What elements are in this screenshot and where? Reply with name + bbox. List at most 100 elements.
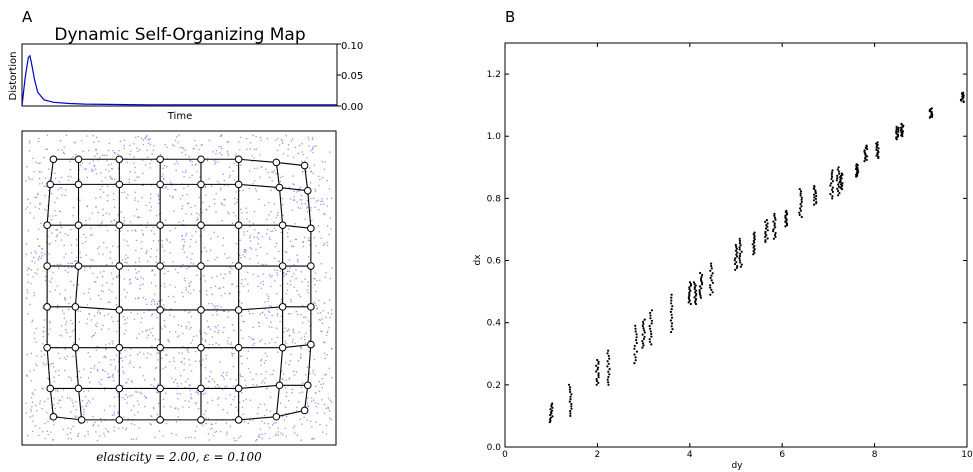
som-sample-point (37, 193, 39, 196)
som-sample-point (263, 204, 266, 206)
scatter-xtick-label: 8 (872, 450, 878, 460)
som-sample-point (221, 219, 223, 222)
som-sample-point (77, 416, 80, 418)
scatter-point (773, 222, 776, 225)
som-sample-point (283, 419, 286, 421)
scatter-point (688, 286, 691, 289)
som-sample-point (46, 134, 49, 136)
som-sample-point (88, 288, 90, 290)
som-sample-point (188, 176, 191, 179)
som-sample-point (179, 197, 182, 200)
som-sample-point (217, 305, 219, 307)
som-sample-point (142, 278, 144, 280)
som-sample-point (94, 155, 96, 158)
som-sample-point (257, 321, 260, 324)
som-sample-point (52, 438, 54, 441)
som-sample-point (29, 202, 31, 204)
som-sample-point (293, 183, 296, 186)
som-sample-point (181, 151, 183, 154)
som-sample-point (222, 375, 225, 378)
som-sample-point (113, 206, 116, 208)
som-sample-point (226, 257, 229, 259)
som-sample-point (314, 206, 316, 208)
som-sample-point (295, 277, 297, 280)
som-sample-point (280, 231, 282, 234)
som-sample-point (279, 284, 282, 287)
som-sample-point (183, 368, 185, 371)
som-node (46, 384, 55, 393)
som-node (272, 158, 281, 167)
som-sample-point (210, 371, 212, 373)
som-sample-point (234, 440, 236, 442)
scatter-point (897, 126, 900, 129)
som-sample-point (133, 366, 135, 369)
som-sample-point (196, 170, 198, 173)
som-edge (276, 409, 305, 418)
som-sample-point (145, 204, 147, 207)
som-sample-point (146, 303, 148, 306)
som-sample-point (262, 379, 264, 382)
som-node (234, 262, 243, 270)
som-sample-point (261, 311, 264, 313)
som-sample-point (191, 398, 193, 400)
scatter-xtick-label: 6 (779, 450, 785, 460)
som-sample-point (133, 438, 135, 440)
som-sample-point (268, 326, 271, 328)
scatter-point (831, 180, 835, 183)
som-sample-point (27, 198, 29, 201)
som-edge (282, 343, 311, 349)
som-sample-point (53, 423, 55, 426)
som-sample-point (101, 180, 103, 183)
som-sample-point (190, 213, 193, 215)
scatter-point (670, 299, 673, 302)
som-sample-point (194, 402, 197, 405)
som-node (115, 384, 124, 393)
som-sample-point (88, 218, 91, 220)
som-sample-point (205, 417, 207, 419)
som-sample-point (38, 255, 41, 258)
som-sample-point (185, 380, 187, 383)
som-sample-point (125, 393, 127, 396)
som-sample-point (117, 153, 119, 155)
som-sample-point (265, 233, 268, 235)
som-sample-point (157, 383, 159, 386)
scatter-ytick-label: 1.2 (487, 70, 501, 80)
som-sample-point (277, 137, 279, 140)
scatter-point (739, 261, 742, 264)
som-sample-point (264, 314, 266, 316)
som-sample-point (161, 239, 163, 242)
som-sample-point (67, 376, 70, 378)
scatter-point (634, 327, 637, 330)
som-sample-point (262, 283, 265, 285)
som-sample-point (330, 228, 332, 230)
som-sample-point (274, 139, 277, 141)
som-sample-point (276, 272, 278, 274)
som-sample-point (154, 436, 156, 439)
som-sample-point (138, 427, 140, 429)
som-sample-point (326, 179, 328, 182)
som-sample-point (247, 422, 250, 425)
som-sample-point (284, 427, 287, 430)
som-sample-point (215, 210, 217, 213)
som-sample-point (71, 322, 74, 325)
som-sample-point (90, 335, 93, 338)
scatter-point (897, 130, 900, 133)
som-sample-point (183, 363, 185, 365)
som-sample-point (43, 353, 46, 356)
som-sample-point (214, 203, 216, 205)
som-sample-point (297, 206, 300, 209)
som-sample-point (88, 381, 91, 384)
som-sample-point (64, 232, 67, 235)
som-sample-point (163, 178, 165, 181)
som-sample-point (304, 342, 307, 344)
som-sample-point (288, 335, 290, 337)
som-sample-point (289, 353, 292, 356)
scatter-point (773, 212, 776, 215)
som-sample-point (33, 256, 35, 259)
som-sample-point (151, 345, 153, 347)
som-sample-point (239, 239, 241, 242)
som-sample-point (145, 330, 147, 332)
som-sample-point (271, 171, 273, 173)
som-sample-point (69, 169, 72, 171)
som-sample-point (137, 353, 139, 356)
